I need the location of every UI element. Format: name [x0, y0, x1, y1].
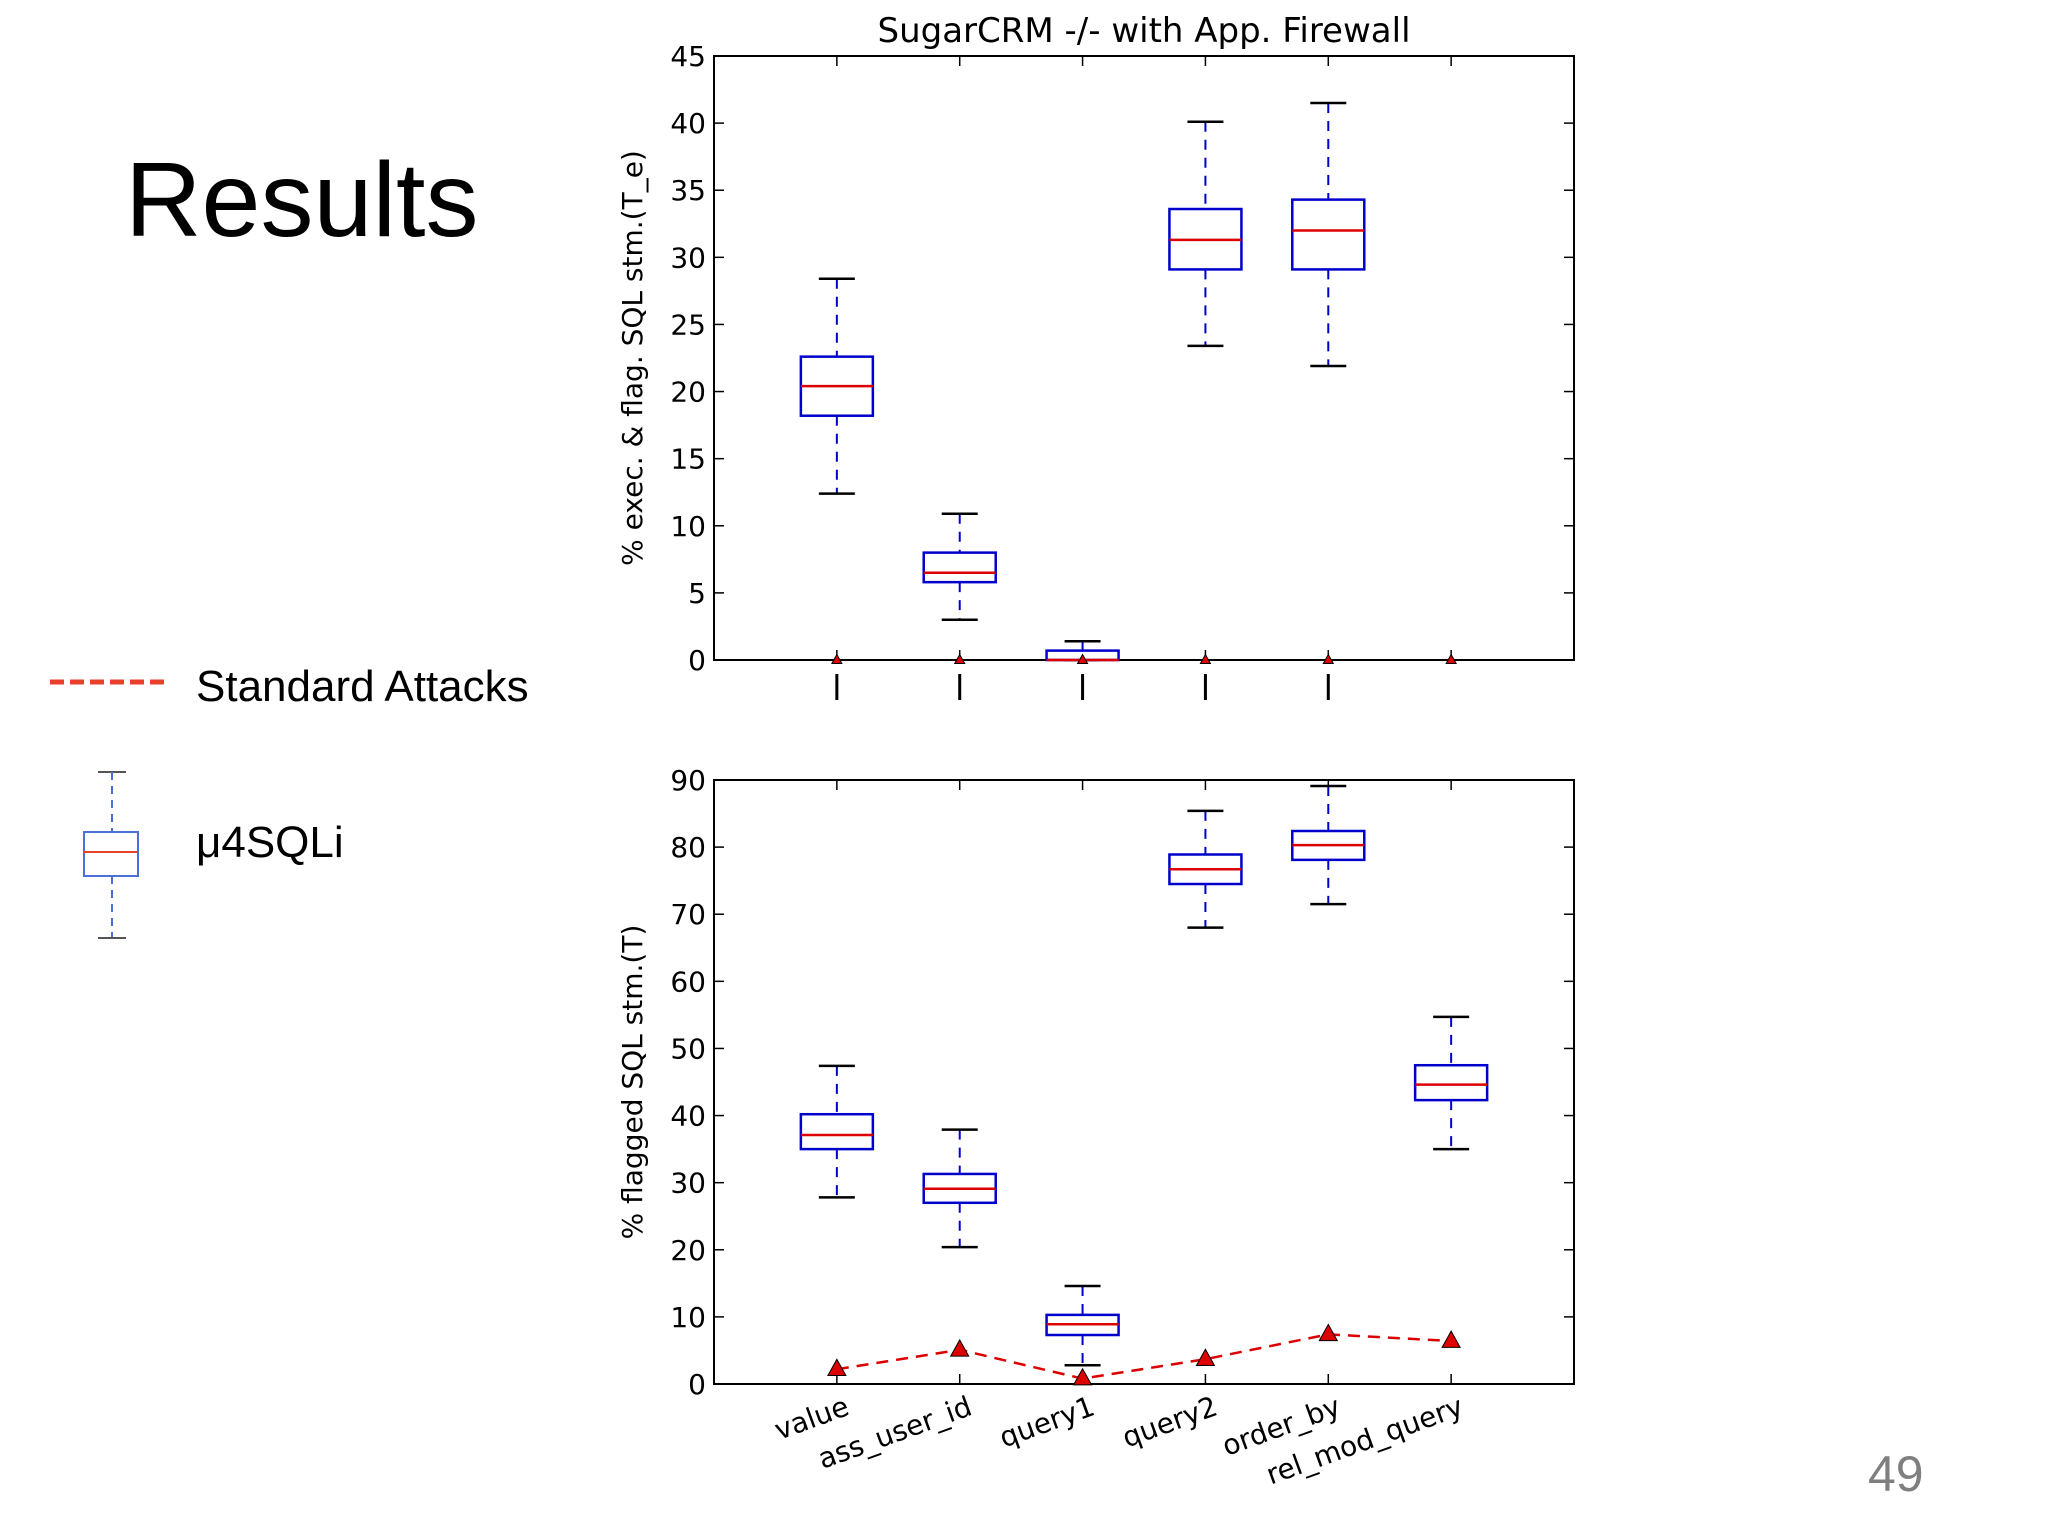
y-tick-label: 60 — [670, 965, 706, 998]
plot-frame — [713, 779, 1575, 1385]
standard-attacks-point — [1076, 653, 1089, 664]
y-tick-label: 20 — [670, 1234, 706, 1267]
y-axis-label: % flagged SQL stm.(T) — [616, 925, 649, 1240]
box-iqr — [922, 551, 997, 584]
boxplot-query2 — [1168, 809, 1243, 929]
boxplot-query1 — [1045, 1284, 1120, 1367]
legend-mu4sqli-label: μ4SQLi — [196, 818, 344, 867]
boxplot-ass_user_id — [922, 1128, 997, 1249]
boxplot-value — [799, 1064, 875, 1199]
y-tick-label: 90 — [670, 764, 706, 797]
y-tick-label: 70 — [670, 898, 706, 931]
standard-attacks-point — [1072, 1367, 1093, 1386]
y-tick-label: 40 — [670, 1100, 706, 1133]
y-tick-label: 15 — [670, 443, 706, 476]
standard-attacks-point — [1322, 653, 1335, 664]
boxplot-order_by — [1291, 101, 1366, 368]
y-tick-label: 50 — [670, 1032, 706, 1065]
x-tick-label: query2 — [1118, 1390, 1222, 1455]
page-number: 49 — [1868, 1446, 1924, 1502]
y-tick-label: 80 — [670, 831, 706, 864]
standard-attacks-point — [1445, 653, 1457, 664]
y-tick-label: 35 — [670, 174, 706, 207]
chart-title: SugarCRM -/- with App. Firewall — [877, 11, 1410, 51]
y-tick-label: 25 — [670, 308, 706, 341]
boxplot-order_by — [1291, 784, 1366, 906]
x-tick-label: query1 — [995, 1390, 1099, 1455]
standard-attacks-line — [836, 1333, 1452, 1380]
y-tick-label: 20 — [670, 376, 706, 409]
y-tick-label: 0 — [688, 1368, 706, 1401]
y-tick-label: 45 — [670, 40, 706, 73]
standard-attacks-point — [827, 1358, 847, 1377]
y-tick-label: 10 — [670, 1301, 706, 1334]
y-tick-label: 0 — [688, 644, 706, 677]
slide-title: Results — [125, 141, 479, 259]
standard-attacks-point — [1318, 1323, 1339, 1342]
boxplot-rel_mod_query — [1413, 1015, 1489, 1151]
y-tick-label: 5 — [688, 577, 706, 610]
legend-boxplot-swatch — [83, 771, 139, 939]
y-tick-label: 10 — [670, 510, 706, 543]
box-iqr — [1291, 198, 1366, 271]
y-tick-label: 30 — [670, 241, 706, 274]
boxplot-query2 — [1168, 120, 1243, 348]
box-iqr — [1413, 1063, 1489, 1102]
standard-attacks-point — [1199, 653, 1212, 664]
y-tick-label: 30 — [670, 1167, 706, 1200]
legend-standard-attacks-label: Standard Attacks — [196, 662, 529, 711]
chart-1: 0 5 10 15 20 25 30 35 40 45 SugarCRM -/- with App.… — [616, 11, 1575, 700]
standard-attacks-point — [1441, 1330, 1461, 1348]
y-axis-label: % exec. & flag. SQL stm.(T_e) — [616, 150, 649, 566]
standard-attacks-point — [831, 653, 843, 664]
standard-attacks-point — [949, 1338, 970, 1357]
box-iqr — [799, 1112, 875, 1151]
plot-frame — [713, 55, 1575, 661]
boxplot-value — [799, 277, 875, 495]
y-tick-label: 40 — [670, 107, 706, 140]
boxplot-ass_user_id — [922, 512, 997, 621]
standard-attacks-point — [953, 653, 966, 664]
standard-attacks-point — [1195, 1348, 1216, 1366]
